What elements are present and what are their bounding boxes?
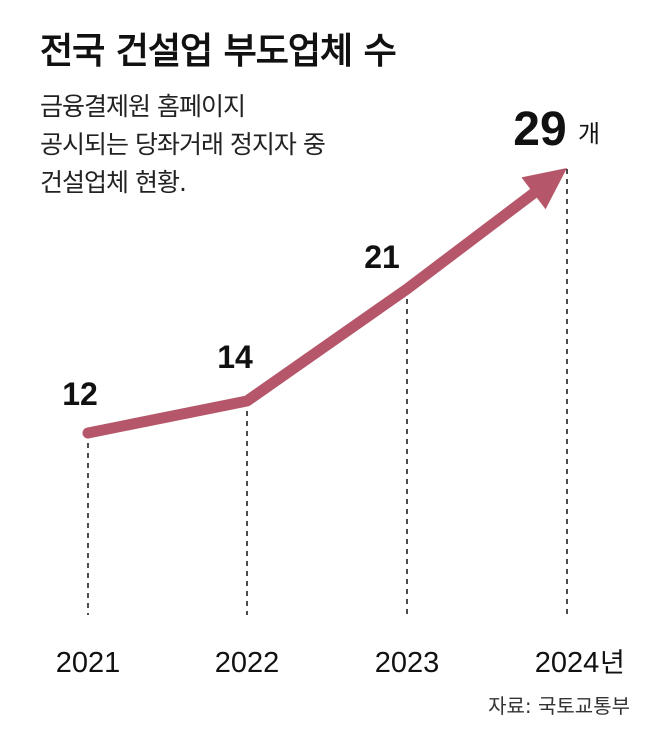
chart-title: 전국 건설업 부도업체 수: [40, 31, 397, 72]
subtitle-line: 공시되는 당좌거래 정지자 중: [40, 130, 326, 159]
subtitle-line: 건설업체 현황.: [40, 168, 187, 197]
value-label: 14: [217, 339, 253, 375]
chart-subtitle: 금융결제원 홈페이지 공시되는 당좌거래 정지자 중 건설업체 현황.: [40, 88, 326, 202]
source-note: 자료: 국토교통부: [488, 694, 630, 718]
value-label: 21: [364, 239, 400, 275]
value-label: 12: [62, 376, 98, 412]
value-label: 29: [513, 103, 566, 156]
subtitle-line: 금융결제원 홈페이지: [40, 92, 246, 121]
arrow-head: [521, 168, 567, 210]
x-tick-label: 2021: [56, 647, 121, 679]
year-suffix: 년: [600, 648, 625, 679]
x-tick-label: 2023: [375, 647, 440, 679]
unit-label: 개: [578, 120, 600, 148]
x-tick-label: 2022: [215, 647, 280, 679]
x-tick-label: 2024: [535, 647, 600, 679]
data-line: [82, 180, 549, 439]
